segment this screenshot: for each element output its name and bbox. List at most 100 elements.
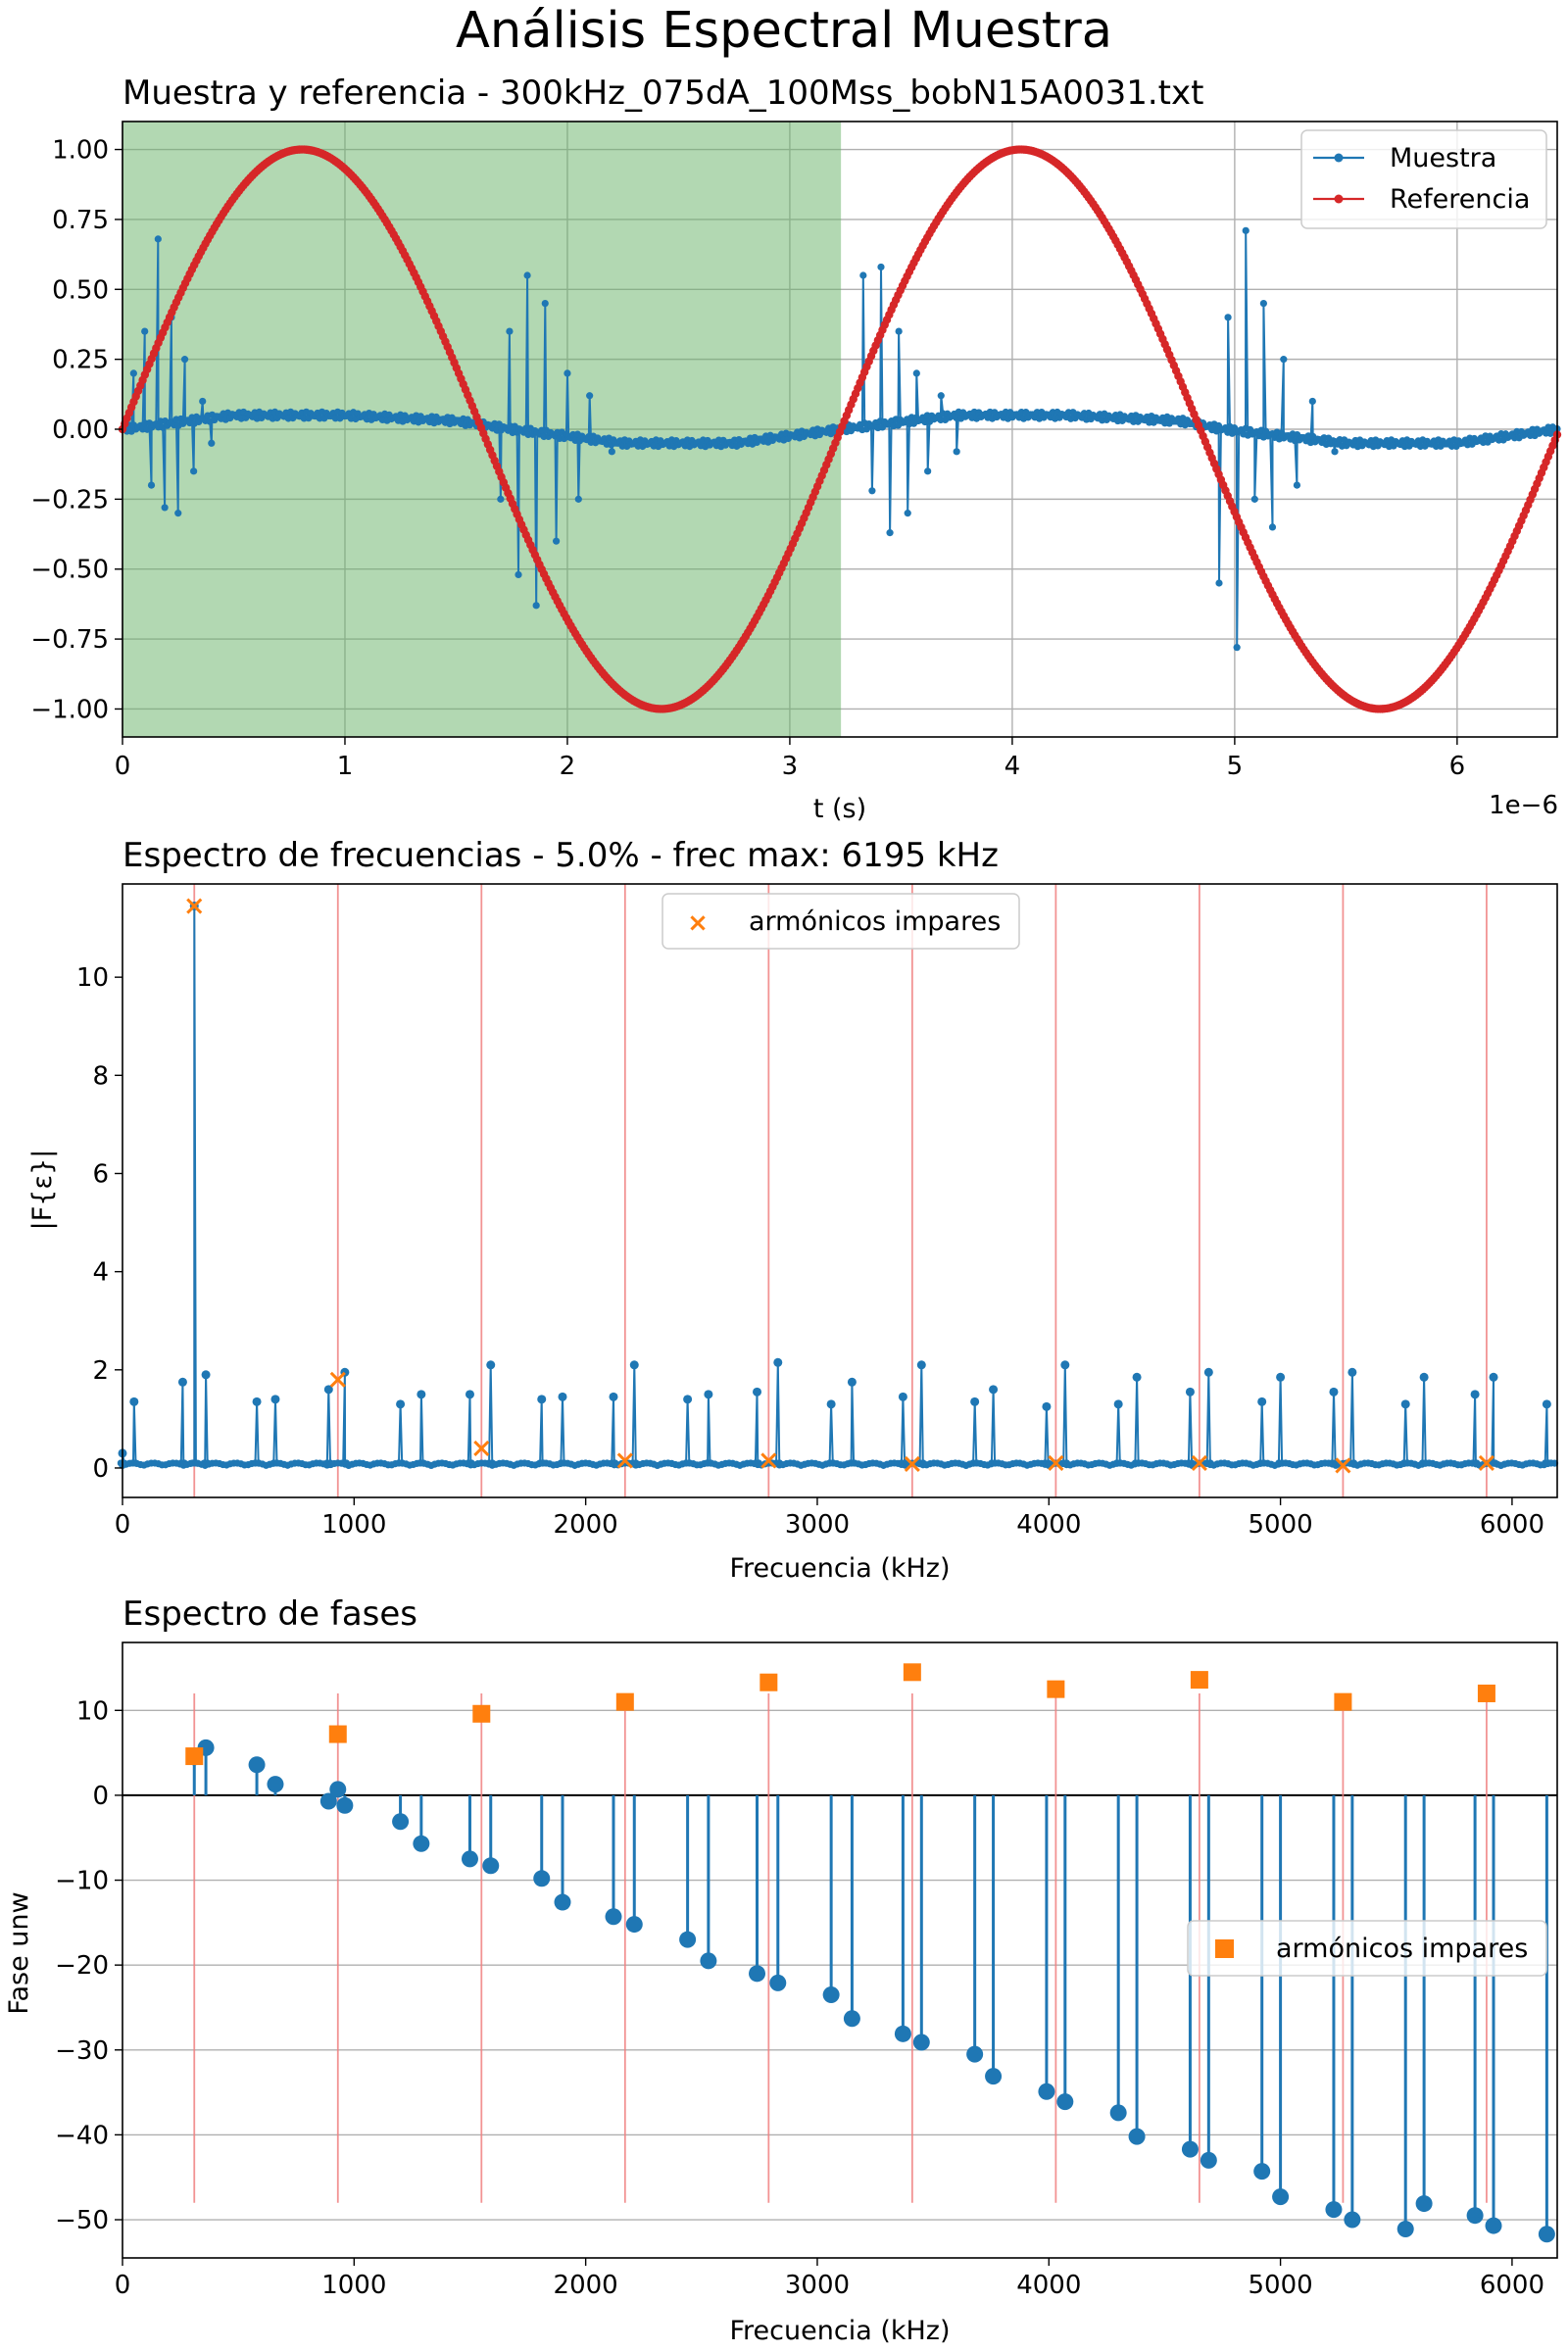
phase-series: [185, 1663, 1555, 2243]
muestra-point: [937, 392, 945, 400]
muestra-point: [904, 510, 911, 517]
phase-tick-label-y: −50: [55, 2206, 109, 2235]
muestra-point: [868, 487, 876, 495]
muestra-point: [532, 602, 540, 610]
phase-odd-harmonic-marker: [1190, 1671, 1208, 1690]
time-plot-ticks: 0 1 2 3 4 5 6 −1.00 −0.75 −0.50 −0.25 0.00 0.25 0.50 0…: [30, 136, 1465, 781]
phase-stem-marker: [267, 1776, 284, 1793]
muestra-point: [154, 235, 162, 243]
phase-stem-marker: [461, 1850, 478, 1868]
phase-stem-marker: [1325, 2201, 1343, 2219]
muestra-point: [608, 448, 615, 456]
spectrum-peak: [609, 1392, 618, 1401]
phase-tick-label-x: 4000: [1016, 2271, 1081, 2300]
phase-odd-harmonic-marker: [760, 1673, 778, 1691]
muestra-point: [129, 369, 137, 377]
time-axis-offset: 1e−6: [1489, 791, 1558, 820]
spectrum-peak: [1329, 1387, 1339, 1396]
spectrum-tick-label-x: 3000: [785, 1510, 850, 1540]
phase-odd-harmonic-marker: [615, 1692, 634, 1711]
time-tick-label-x: 5: [1227, 752, 1244, 781]
odd-harmonic-marker: [904, 1455, 920, 1473]
phase-stem-marker: [1056, 2093, 1074, 2111]
spectrum-peak: [898, 1392, 907, 1401]
phase-stem-marker: [1538, 2226, 1555, 2243]
svg-text:×: ×: [687, 908, 709, 938]
muestra-point: [1331, 448, 1339, 456]
muestra-point: [147, 481, 156, 489]
legend-label-armonicos: armónicos impares: [749, 906, 1001, 937]
spectrum-tick-label-y: 4: [92, 1258, 109, 1288]
phase-tick-label-y: −20: [55, 1951, 109, 1981]
spectrum-peak: [1203, 1367, 1213, 1377]
phase-stem-marker: [1485, 2217, 1502, 2234]
spectrum-tick-label-y: 8: [92, 1061, 109, 1091]
odd-harmonic-marker: [616, 1452, 633, 1469]
odd-harmonic-marker: [760, 1452, 777, 1469]
phase-stem-marker: [1128, 2128, 1146, 2145]
figure-title: Análisis Espectral Muestra: [456, 2, 1112, 60]
phase-stem-marker: [413, 1835, 430, 1852]
muestra-point: [514, 570, 522, 579]
phase-stem-marker: [822, 1985, 840, 2003]
phase-stem-marker: [482, 1857, 500, 1875]
spectrum-series: [117, 898, 1559, 1474]
muestra-point: [1308, 397, 1316, 406]
spectrum-peak: [396, 1399, 406, 1409]
phase-odd-harmonic-marker: [185, 1747, 204, 1766]
phase-tick-label-x: 0: [115, 2271, 131, 2300]
spectrum-tick-label-x: 2000: [554, 1510, 618, 1540]
spectrum-peak: [683, 1395, 693, 1404]
spectrum-tick-label-x: 4000: [1016, 1510, 1081, 1540]
phase-tick-label-x: 1000: [321, 2271, 386, 2300]
muestra-point: [523, 271, 531, 279]
spectrum-peak: [1257, 1396, 1267, 1406]
muestra-point: [912, 369, 920, 377]
phase-stem-marker: [1038, 2082, 1055, 2100]
legend-label-armonicos-fase: armónicos impares: [1276, 1934, 1528, 1964]
spectrum-peak: [1348, 1367, 1357, 1377]
spectrum-peak: [270, 1395, 280, 1404]
phase-stem-marker: [554, 1893, 571, 1911]
spectrum-tick-label-y: 0: [92, 1454, 109, 1484]
time-tick-label-y: 0.25: [52, 346, 109, 375]
phase-stem-marker: [843, 2010, 860, 2028]
time-tick-label-x: 1: [337, 752, 354, 781]
muestra-point: [506, 327, 514, 335]
spectrum-peak: [826, 1399, 836, 1409]
spectrum-peak: [1542, 1399, 1551, 1409]
phase-odd-harmonic-marker: [1334, 1692, 1352, 1711]
time-tick-label-y: 1.00: [52, 136, 109, 166]
odd-harmonic-marker: [1478, 1454, 1494, 1472]
phase-stem-marker: [1466, 2207, 1484, 2225]
spectrum-peak: [1419, 1372, 1429, 1382]
time-plot-series: [118, 145, 1562, 713]
spectrum-peak: [916, 1360, 926, 1370]
spectrum-peak: [201, 1370, 211, 1380]
spectrum-peak: [1132, 1372, 1142, 1382]
muestra-point: [877, 263, 885, 271]
frequency-spectrum-plot: Espectro de frecuencias - 5.0% - frec ma…: [27, 836, 1559, 1584]
muestra-point: [859, 271, 867, 279]
harmonic-vlines: [193, 884, 1488, 1497]
frequency-spectrum-ylabel: |F{ε}|: [27, 1150, 58, 1231]
spectrum-peak: [847, 1377, 857, 1387]
muestra-point: [180, 356, 189, 364]
legend-label-referencia: Referencia: [1390, 184, 1530, 215]
phase-odd-harmonic-marker: [903, 1663, 921, 1682]
muestra-point: [553, 537, 561, 545]
phase-stem-marker: [329, 1781, 347, 1798]
time-tick-label-y: 0.75: [52, 206, 109, 235]
phase-stem-marker: [769, 1974, 787, 1991]
spectrum-peak: [416, 1390, 426, 1399]
time-tick-label-x: 2: [560, 752, 576, 781]
phase-tick-label-x: 2000: [554, 2271, 618, 2300]
muestra-point: [199, 397, 207, 406]
spectrum-peak: [1400, 1399, 1410, 1409]
muestra-point: [1233, 644, 1241, 652]
spectrum-peak: [465, 1390, 474, 1399]
phase-odd-harmonic-marker: [472, 1704, 491, 1723]
spectrum-tick-label-x: 6000: [1480, 1510, 1544, 1540]
phase-spectrum-ticks: 0 1000 2000 3000 4000 5000 6000 −50 −40 −30 −20 −10…: [55, 1696, 1544, 2300]
spectrum-peak: [1185, 1387, 1195, 1396]
